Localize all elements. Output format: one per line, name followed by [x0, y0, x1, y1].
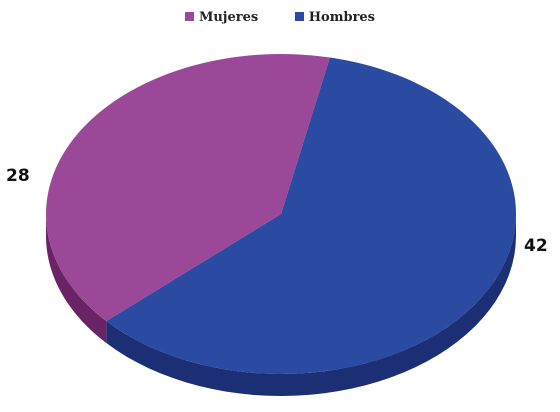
legend-item-hombres: Hombres	[294, 10, 376, 25]
legend-item-mujeres: Mujeres	[184, 10, 259, 25]
pie-side-hombres	[106, 214, 517, 396]
legend: Mujeres Hombres	[0, 10, 560, 25]
pie-slice-mujeres	[46, 54, 330, 322]
legend-swatch-mujeres	[184, 12, 194, 21]
pie-slice-hombres	[106, 57, 517, 375]
pie-top	[46, 54, 517, 375]
legend-label-mujeres: Mujeres	[198, 10, 259, 25]
pie-side	[46, 214, 517, 396]
data-label-hombres: 42	[524, 236, 548, 256]
legend-label-hombres: Hombres	[308, 10, 376, 25]
data-label-mujeres: 28	[6, 166, 30, 186]
legend-swatch-hombres	[294, 12, 304, 21]
pie-side-mujeres	[46, 214, 107, 344]
